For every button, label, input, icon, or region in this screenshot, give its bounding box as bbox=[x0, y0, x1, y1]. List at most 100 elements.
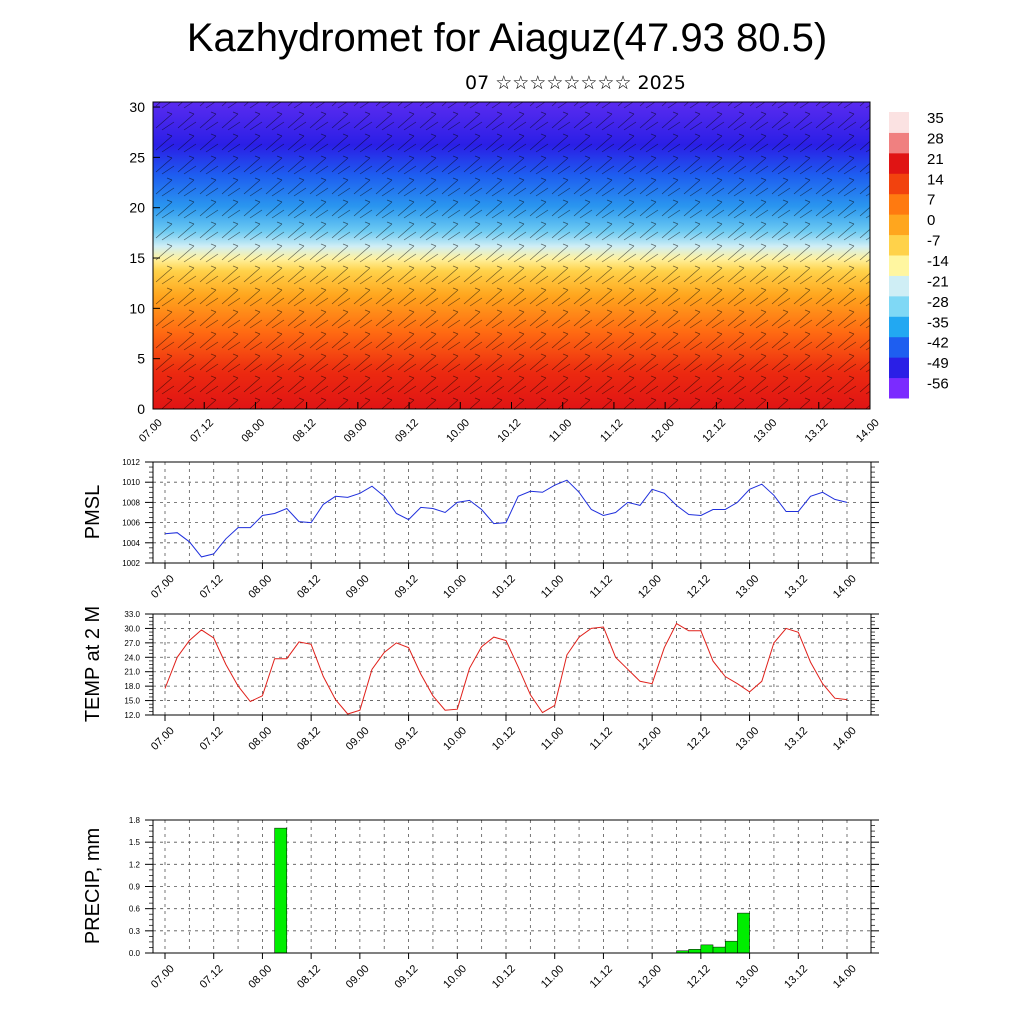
colorbar-label: -56 bbox=[927, 376, 949, 393]
y-tick-label: 30 bbox=[129, 99, 145, 115]
colorbar-label: -28 bbox=[927, 294, 949, 311]
colorbar-label: 35 bbox=[927, 110, 944, 127]
y-tick-label: 25 bbox=[129, 149, 145, 165]
x-tick-label: 12.00 bbox=[636, 725, 664, 753]
y-tick-label: 1.2 bbox=[129, 860, 141, 869]
x-tick-label: 08.12 bbox=[295, 725, 323, 753]
colorbar-label: -49 bbox=[927, 355, 949, 372]
cross-section-panel: 0 5 10 15 20 25 30 07.00 07.12 08.00 08.12 09.00 09… bbox=[129, 99, 881, 445]
y-tick-label: 33.0 bbox=[124, 610, 140, 619]
y-tick-label: 1.5 bbox=[129, 838, 141, 847]
x-tick-label: 10.00 bbox=[444, 417, 472, 445]
temp-panel: 12.0 15.0 18.0 21.0 24.0 27.0 30.0 33.0 07.00 07.… bbox=[82, 606, 879, 753]
x-tick-label: 11.00 bbox=[547, 417, 574, 444]
x-tick-label: 12.12 bbox=[685, 725, 713, 753]
precip-bar bbox=[700, 944, 714, 954]
colorbar-segment bbox=[889, 275, 909, 297]
colorbar-segment bbox=[889, 152, 909, 174]
precip-bar bbox=[688, 949, 702, 954]
x-tick-label: 07.12 bbox=[198, 725, 226, 753]
colorbar-label: -42 bbox=[927, 335, 949, 352]
x-tick-label: 12.00 bbox=[636, 573, 664, 601]
colorbar-segment bbox=[889, 336, 909, 358]
y-tick-label: 0.9 bbox=[129, 883, 141, 892]
colorbar-segment bbox=[889, 112, 909, 133]
x-tick-label: 10.00 bbox=[441, 963, 469, 991]
x-tick-label: 10.12 bbox=[495, 417, 523, 445]
precip-panel: 0.0 0.3 0.6 0.9 1.2 1.5 1.8 07.00 07.12 08.00 08.1… bbox=[82, 816, 879, 991]
x-tick-label: 14.00 bbox=[831, 573, 859, 601]
x-tick-label: 12.00 bbox=[636, 963, 664, 991]
x-tick-label: 07.12 bbox=[188, 417, 216, 445]
colorbar-segment bbox=[889, 132, 909, 154]
precip-grid bbox=[153, 820, 871, 953]
x-tick-label: 11.12 bbox=[588, 573, 615, 600]
colorbar-segment bbox=[889, 193, 909, 215]
colorbar-segment bbox=[889, 316, 909, 338]
colorbar-label: -14 bbox=[927, 253, 949, 270]
y-tick-label: 18.0 bbox=[124, 682, 140, 691]
x-tick-label: 08.00 bbox=[239, 417, 267, 445]
colorbar-label: 28 bbox=[927, 130, 944, 147]
precip-bar bbox=[712, 946, 726, 954]
colorbar-segment bbox=[889, 214, 909, 236]
y-tick-label: 1004 bbox=[122, 539, 140, 548]
temp-axes: 12.0 15.0 18.0 21.0 24.0 27.0 30.0 33.0 07.00 07.… bbox=[124, 610, 879, 753]
x-tick-label: 09.00 bbox=[342, 417, 370, 445]
colorbar-label: -21 bbox=[927, 273, 949, 290]
y-tick-label: 1006 bbox=[122, 519, 140, 528]
temp-y-label: TEMP at 2 M bbox=[82, 606, 104, 722]
colorbar-label: -7 bbox=[927, 233, 940, 250]
x-tick-label: 12.00 bbox=[649, 417, 677, 445]
x-tick-label: 08.12 bbox=[291, 417, 319, 445]
x-tick-label: 11.12 bbox=[598, 417, 625, 444]
x-tick-label: 13.00 bbox=[733, 725, 761, 753]
y-tick-label: 12.0 bbox=[124, 711, 140, 720]
x-tick-label: 13.00 bbox=[733, 963, 761, 991]
x-tick-label: 11.00 bbox=[539, 963, 566, 990]
colorbar-label: -35 bbox=[927, 314, 949, 331]
colorbar-label: 21 bbox=[927, 151, 944, 168]
precip-bar bbox=[724, 940, 738, 954]
x-tick-label: 09.00 bbox=[344, 963, 372, 991]
y-tick-label: 1.8 bbox=[129, 816, 141, 825]
cross-section-y-axis: 0 5 10 15 20 25 30 bbox=[129, 99, 160, 417]
precip-y-label: PRECIP, mm bbox=[82, 828, 104, 944]
x-tick-label: 10.00 bbox=[441, 725, 469, 753]
x-tick-label: 08.00 bbox=[246, 963, 274, 991]
y-tick-label: 15.0 bbox=[124, 697, 140, 706]
y-tick-label: 21.0 bbox=[124, 668, 140, 677]
chart-subtitle: 07 ☆☆☆☆☆☆☆☆ 2025 bbox=[465, 72, 686, 94]
x-tick-label: 11.00 bbox=[539, 573, 566, 600]
x-tick-label: 09.12 bbox=[392, 725, 420, 753]
colorbar-label: 14 bbox=[927, 171, 944, 188]
x-tick-label: 09.00 bbox=[344, 573, 372, 601]
x-tick-label: 13.00 bbox=[733, 573, 761, 601]
x-tick-label: 08.12 bbox=[295, 963, 323, 991]
x-tick-label: 10.12 bbox=[490, 573, 518, 601]
x-tick-label: 07.00 bbox=[149, 963, 177, 991]
temp-frame bbox=[152, 613, 872, 716]
x-tick-label: 08.00 bbox=[246, 573, 274, 601]
chart-title: Kazhydromet for Aiaguz(47.93 80.5) bbox=[186, 16, 828, 60]
y-tick-label: 30.0 bbox=[124, 624, 140, 633]
x-tick-label: 08.12 bbox=[295, 573, 323, 601]
x-tick-label: 10.12 bbox=[490, 963, 518, 991]
x-tick-label: 09.12 bbox=[392, 573, 420, 601]
temp-series-line bbox=[164, 622, 848, 715]
x-tick-label: 13.00 bbox=[751, 417, 779, 445]
precip-bar bbox=[274, 827, 288, 954]
pmsl-y-label: PMSL bbox=[82, 485, 104, 539]
y-tick-label: 24.0 bbox=[124, 653, 140, 662]
y-tick-label: 27.0 bbox=[124, 639, 140, 648]
x-tick-label: 14.00 bbox=[831, 725, 859, 753]
x-tick-label: 11.12 bbox=[588, 963, 615, 990]
colorbar: 35 28 21 14 7 0 -7 -14 -21 -28 -35 -42 -49 -56 bbox=[889, 110, 949, 399]
temp-grid bbox=[153, 614, 871, 715]
x-tick-label: 07.12 bbox=[198, 573, 226, 601]
pmsl-series-line bbox=[164, 479, 848, 558]
pmsl-grid bbox=[153, 462, 871, 563]
y-tick-label: 0.6 bbox=[129, 905, 141, 914]
colorbar-label: 7 bbox=[927, 192, 935, 209]
wind-barbs bbox=[153, 102, 870, 409]
